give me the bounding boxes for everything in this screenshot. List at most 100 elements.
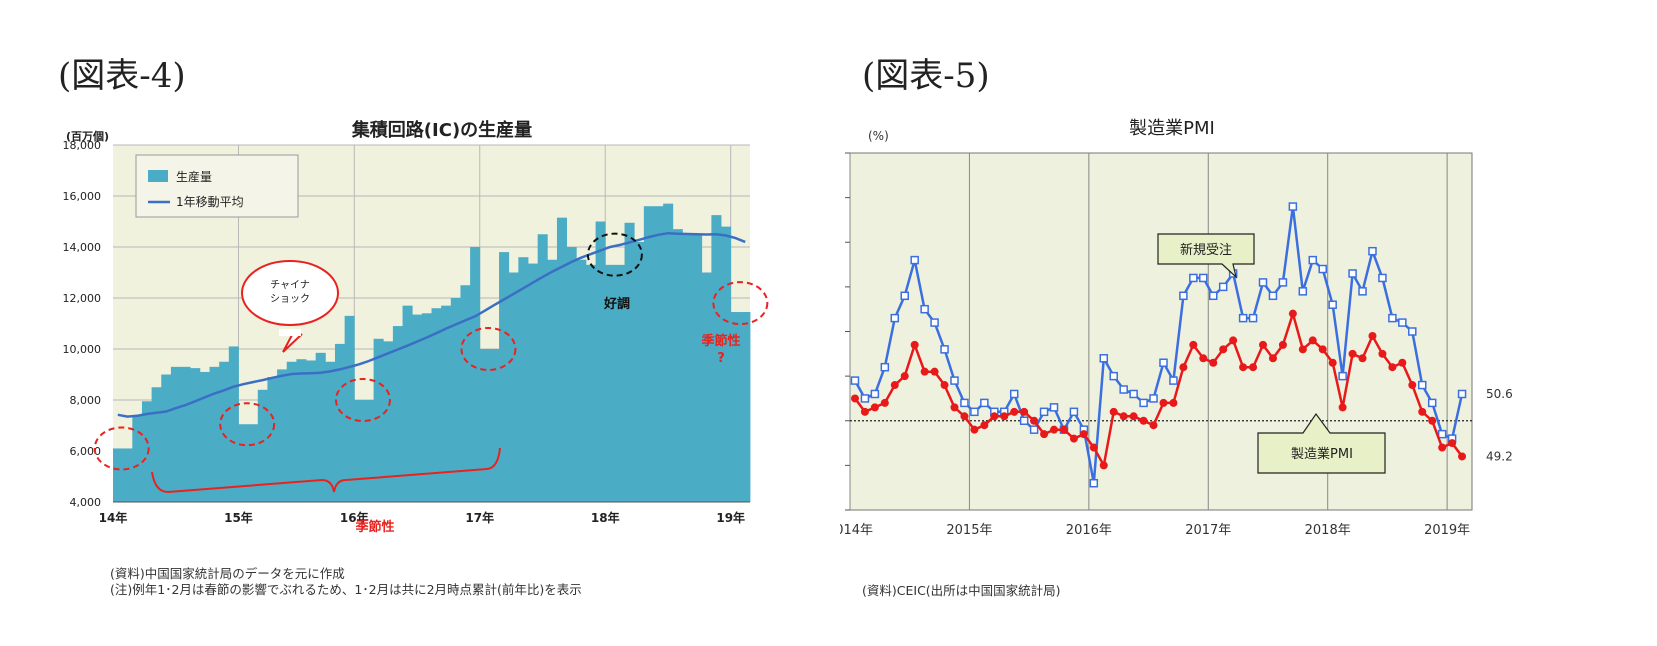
new-orders-point	[960, 398, 969, 408]
new-orders-point	[1437, 429, 1447, 439]
bar	[653, 206, 664, 502]
x-tick-label: 17年	[465, 510, 494, 525]
new-orders-point	[1318, 264, 1327, 274]
pmi-point	[890, 381, 899, 390]
new-orders-point	[900, 291, 909, 301]
pmi-point	[1388, 363, 1397, 372]
bar	[460, 285, 471, 502]
pmi-point	[1069, 434, 1078, 443]
bar	[180, 366, 191, 502]
bar	[701, 272, 712, 502]
pmi-end-label: 49.2	[1486, 449, 1513, 463]
china-shock-label: チャイナ	[270, 279, 310, 291]
pmi-point	[1398, 358, 1407, 367]
new-orders-point	[1179, 291, 1188, 301]
pmi-point	[1139, 416, 1148, 425]
pmi-point	[990, 412, 999, 421]
bar	[479, 349, 490, 502]
seasonality-circle	[219, 402, 276, 447]
new-orders-point	[970, 407, 979, 417]
speech-bubble-tail	[282, 333, 303, 353]
bar	[296, 359, 307, 502]
x-tick-label: 2016年	[1066, 523, 1112, 538]
y-axis-unit: (百万個)	[66, 129, 109, 143]
new-orders-point	[1368, 246, 1377, 256]
bar	[412, 314, 423, 502]
x-tick-label: 18年	[591, 510, 620, 525]
bar	[170, 366, 181, 502]
pmi-point	[1368, 331, 1377, 340]
pmi-point	[910, 340, 919, 349]
new-orders-point	[850, 376, 860, 385]
pmi-point	[1298, 345, 1307, 354]
bar	[161, 374, 172, 502]
new-orders-point	[890, 313, 900, 323]
bar	[499, 252, 510, 502]
pmi-point	[900, 372, 909, 381]
pmi-point	[960, 412, 969, 421]
pmi-point	[1209, 358, 1218, 367]
pmi-point	[1109, 407, 1118, 416]
pmi-point	[880, 398, 889, 407]
new-orders-point	[870, 389, 880, 399]
new-orders-point	[1009, 389, 1019, 399]
bar	[450, 298, 461, 502]
pmi-point	[1308, 336, 1317, 345]
seasonality-brace	[151, 447, 501, 494]
bar	[286, 361, 297, 502]
pmi-point	[1438, 443, 1447, 452]
pmi-point	[1079, 430, 1088, 439]
bar	[663, 203, 674, 502]
x-tick-label: 16年	[340, 510, 369, 525]
bar	[614, 264, 625, 502]
pmi-point	[1059, 425, 1068, 434]
new-orders-point	[1457, 389, 1467, 399]
new-orders-point	[1159, 358, 1168, 367]
pmi-callout-label: 製造業PMI	[1291, 446, 1353, 462]
new-orders-point	[1278, 278, 1288, 287]
new-orders-point	[1338, 371, 1347, 381]
speech-bubble-join	[279, 329, 301, 336]
new-orders-point	[1039, 407, 1049, 417]
seasonality-circle	[712, 281, 769, 326]
bar	[431, 308, 442, 502]
pmi-point	[1448, 439, 1457, 448]
x-tick-label: 15年	[224, 510, 253, 525]
pmi-point	[930, 367, 939, 376]
bar	[585, 264, 596, 502]
new-orders-end-label: 50.6	[1486, 387, 1513, 401]
bar	[354, 400, 365, 502]
new-orders-point	[1417, 380, 1427, 390]
pmi-point	[1199, 354, 1208, 363]
strong-label: 好調	[603, 296, 630, 312]
pmi-point	[1278, 340, 1287, 349]
chart-legend: 生産量 1年移動平均	[135, 154, 299, 218]
bar	[624, 222, 635, 502]
y-tick-label: 8,000	[70, 394, 102, 407]
bar	[605, 264, 616, 502]
bar	[556, 217, 568, 503]
bar	[334, 343, 346, 502]
pmi-point	[1159, 398, 1168, 407]
new-orders-point	[950, 376, 959, 385]
pmi-point	[1149, 421, 1158, 430]
bar	[373, 338, 384, 502]
pmi-point	[970, 425, 979, 434]
bar	[537, 234, 548, 502]
pmi-point	[1328, 358, 1337, 367]
new-orders-point	[920, 304, 929, 314]
bar	[595, 221, 606, 502]
manufacturing-pmi-chart: 製造業PMI (%) 50.649.2 48495051525354555620…	[840, 118, 1513, 538]
pmi-point	[1169, 398, 1178, 407]
x-tick-label: 19年	[716, 510, 745, 525]
figure4-source-note: (資料)中国国家統計局のデータを元に作成	[110, 566, 345, 581]
y-tick-label: 16,000	[63, 190, 102, 203]
pmi-point	[1089, 443, 1098, 452]
new-orders-point	[1408, 327, 1417, 336]
pmi-point	[920, 367, 929, 376]
bar	[402, 305, 413, 502]
pmi-point	[1030, 416, 1039, 425]
bar	[190, 368, 201, 502]
bar	[122, 448, 133, 502]
pmi-point	[1189, 340, 1198, 349]
